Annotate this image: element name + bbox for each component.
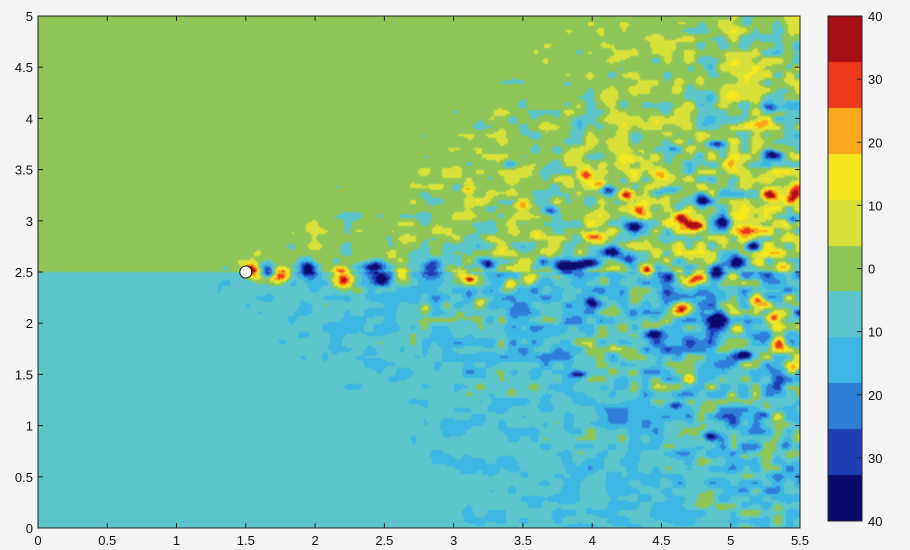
colorbar-tick-label: 40 (868, 9, 882, 24)
colorbar-tick-label: 20 (868, 135, 882, 150)
x-tick-label: 1.5 (237, 533, 255, 548)
x-tick-label: 4 (589, 533, 596, 548)
colorbar-tick-label: 10 (868, 325, 882, 340)
y-tick-label: 0.5 (15, 470, 33, 485)
x-tick-label: 5 (727, 533, 734, 548)
x-tick-label: 2 (311, 533, 318, 548)
colorbar-tick-label: 0 (868, 262, 875, 277)
colorbar-tick-label: 40 (868, 514, 882, 529)
x-tick-label: 3.5 (514, 533, 532, 548)
y-tick-label: 5 (26, 9, 33, 24)
colorbar-gradient (828, 16, 862, 521)
plot-area (37, 15, 801, 529)
x-axis: 0 0.5 1 1.5 2 2.5 3 3.5 4 4.5 5 5.5 (34, 16, 809, 548)
source-point-marker (239, 265, 253, 279)
colorbar-tick-label: 10 (868, 198, 882, 213)
x-tick-label: 0 (34, 533, 41, 548)
y-tick-label: 4.5 (15, 60, 33, 75)
x-tick-label: 3 (450, 533, 457, 548)
colorbar-ticks: 40 30 20 10 0 10 20 30 40 (857, 9, 882, 529)
x-tick-label: 5.5 (791, 533, 809, 548)
y-tick-label: 4 (26, 111, 33, 126)
y-axis: 0 0.5 1 1.5 2 2.5 3 3.5 4 4.5 5 (15, 9, 800, 536)
x-tick-label: 2.5 (375, 533, 393, 548)
colorbar-tick-label: 30 (868, 72, 882, 87)
y-tick-label: 3.5 (15, 163, 33, 178)
y-tick-label: 2 (26, 316, 33, 331)
colorbar-tick-label: 20 (868, 388, 882, 403)
y-tick-label: 1.5 (15, 367, 33, 382)
y-tick-label: 2.5 (15, 265, 33, 280)
colorbar: 40 30 20 10 0 10 20 30 40 (827, 9, 882, 529)
contour-field (38, 16, 800, 528)
y-tick-label: 0 (26, 521, 33, 536)
y-tick-label: 3 (26, 214, 33, 229)
colorbar-tick-label: 30 (868, 451, 882, 466)
x-tick-label: 0.5 (98, 533, 116, 548)
x-tick-label: 1 (173, 533, 180, 548)
y-tick-label: 1 (26, 419, 33, 434)
x-tick-label: 4.5 (652, 533, 670, 548)
